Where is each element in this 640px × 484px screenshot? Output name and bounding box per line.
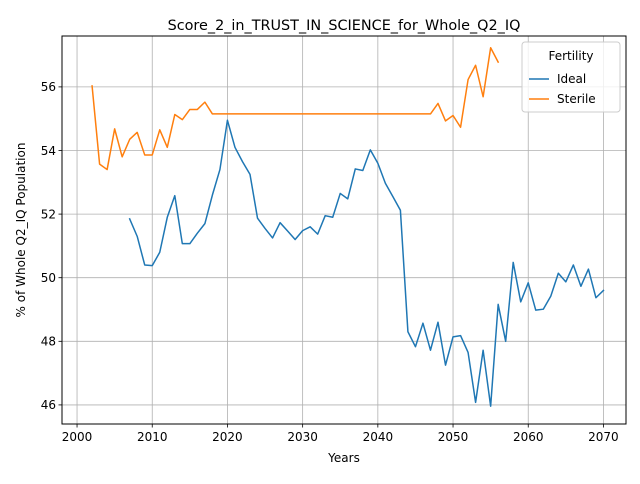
series-line-sterile [91,47,500,171]
x-tick-label: 2070 [588,430,619,444]
y-tick-label: 50 [41,271,56,285]
x-axis-label: Years [327,451,360,465]
legend-label-sterile: Sterile [557,92,596,106]
y-axis-label: % of Whole Q2_IQ Population [14,143,28,318]
x-tick-label: 2040 [363,430,394,444]
legend-box [521,41,621,113]
series-lines [91,47,605,407]
x-tick-label: 2060 [513,430,544,444]
y-tick-label: 48 [41,335,56,349]
plot-frame [61,35,627,425]
x-tick-label: 2020 [212,430,243,444]
legend-title: Fertility [548,49,593,63]
y-tick-label: 56 [41,80,56,94]
legend: Fertility Ideal Sterile [521,41,621,113]
legend-label-ideal: Ideal [557,72,586,86]
x-tick-label: 2030 [287,430,318,444]
y-tick-label: 54 [41,144,56,158]
chart-title: Score_2_in_TRUST_IN_SCIENCE_for_Whole_Q2… [168,18,521,34]
y-tick-label: 46 [41,398,56,412]
x-tick-label: 2050 [438,430,469,444]
x-tick-label: 2010 [137,430,168,444]
axis-ticks: 2000 2010 2020 2030 2040 2050 2060 2070 46 48 50 52… [41,80,619,444]
x-tick-label: 2000 [62,430,93,444]
series-line-ideal [128,119,605,407]
y-tick-label: 52 [41,207,56,221]
